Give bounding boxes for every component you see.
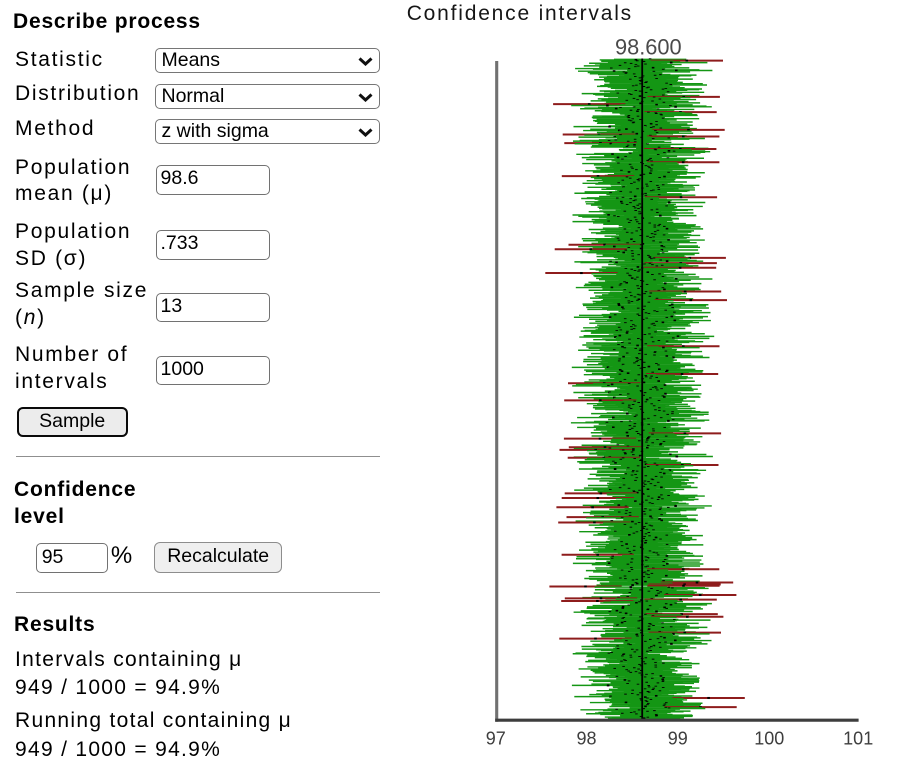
svg-text:97: 97	[486, 729, 506, 749]
svg-text:98: 98	[576, 729, 596, 749]
svg-text:98.600: 98.600	[615, 35, 682, 60]
svg-text:99: 99	[668, 729, 688, 749]
svg-text:101: 101	[843, 729, 873, 749]
svg-text:100: 100	[754, 729, 784, 749]
